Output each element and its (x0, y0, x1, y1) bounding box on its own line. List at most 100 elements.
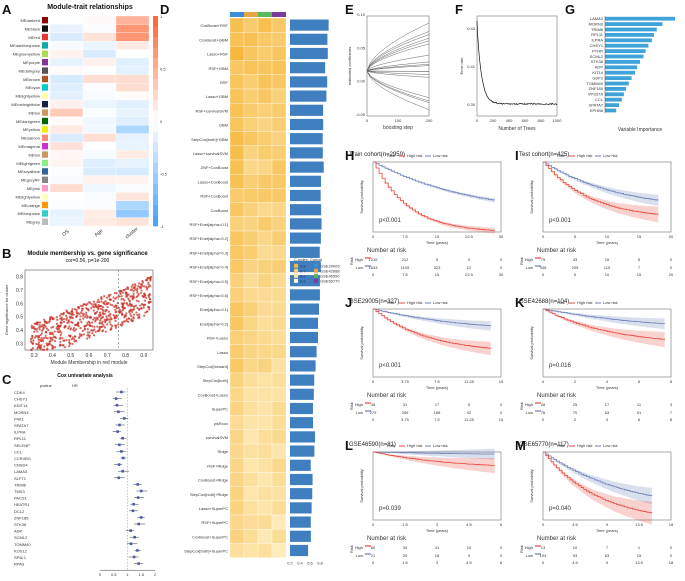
scatter-point (68, 342, 71, 345)
module-label: MEyellow (23, 127, 40, 132)
scatter-point (119, 292, 122, 296)
y-tick-label: 0.00 (357, 79, 366, 84)
module-color-swatch (42, 33, 48, 41)
scatter-point (86, 323, 89, 326)
risk-count-high: 41 (435, 545, 440, 550)
cindex-cell (271, 103, 287, 118)
scatter-point (59, 343, 62, 347)
x-tick-label: 5 (574, 234, 577, 239)
scale-step (153, 184, 158, 195)
survival-curve (373, 308, 492, 349)
coefficient-path (366, 34, 430, 72)
gene-label: CDK4 (14, 390, 25, 395)
p-value: p<0.001 (379, 218, 402, 224)
scatter-point (109, 323, 112, 326)
y-tick-label: 0.41 (467, 64, 476, 69)
x-tick-label: 200 (490, 118, 497, 123)
mean-cindex-bar (290, 459, 311, 471)
scatter-point (147, 306, 151, 309)
mean-cindex-bar (290, 388, 314, 400)
x-tick-label: 0 (542, 379, 545, 384)
scatter-point (97, 308, 100, 311)
scatter-point (39, 338, 42, 342)
heatmap-cell (82, 217, 117, 227)
scale-step (153, 37, 158, 48)
scatter-point (31, 347, 34, 350)
scatter-point (40, 336, 43, 340)
scatter-point (130, 285, 133, 288)
scatter-point (50, 326, 53, 329)
legend-low-label: Low risk (603, 153, 618, 158)
risk-count-high: 16 (605, 257, 610, 262)
scatter-point (102, 313, 105, 316)
x-tick-label: 3.75 (401, 379, 410, 384)
scatter-point (71, 342, 74, 345)
scale-step (153, 163, 158, 174)
hr-marker (121, 456, 125, 460)
module-label: MEorange (22, 203, 41, 208)
gene-label: PACS1 (14, 496, 28, 501)
scatter-point (67, 327, 70, 330)
scatter-point (96, 329, 99, 333)
cindex-heatmap: CoxBoost+RSF CoxBoost+GBM Lasso+RSF RSF+GBM… (184, 12, 340, 566)
heatmap-cell (82, 66, 117, 75)
cindex-cell (229, 500, 245, 516)
x-tick-label: 30 (499, 234, 504, 239)
survival-curve (543, 161, 659, 215)
scatter-point (114, 308, 117, 311)
cindex-cell (271, 372, 287, 388)
cindex-cell (271, 316, 287, 331)
scatter-point (44, 334, 47, 337)
cindex-cell (271, 387, 287, 402)
model-label: SuperPC (212, 407, 228, 412)
scatter-point (88, 336, 91, 339)
scatter-point (132, 294, 135, 297)
scatter-point (35, 342, 38, 346)
importance-bar (605, 60, 640, 64)
cindex-cell (243, 273, 259, 288)
coefficient-path (366, 70, 430, 98)
mean-cindex-bar (290, 331, 318, 344)
scatter-point (111, 324, 114, 328)
scatter-point (79, 327, 82, 330)
scatter-point (122, 298, 125, 301)
trait-label: Age (94, 228, 105, 238)
cindex-cell (271, 514, 287, 530)
survival-curve (543, 308, 665, 340)
y-axis-label: Survival probability (529, 469, 534, 503)
risk-row-low-label: Low (356, 410, 363, 415)
risk-count-low: 70 (573, 410, 578, 415)
scatter-point (85, 311, 88, 314)
scatter-point (115, 296, 118, 299)
gene-label: CNSD4 (14, 463, 28, 468)
bar-axis-tick: 0.4 (297, 561, 303, 566)
cindex-cell (271, 159, 287, 175)
x-tick-label: 0 (542, 234, 545, 239)
mean-cindex-bar (290, 104, 324, 116)
cindex-cell (257, 429, 273, 445)
scatter-point (101, 323, 104, 326)
legend-cohort-swatch (314, 278, 318, 283)
module-label: MEmidnightblue (11, 102, 40, 107)
gene-label: LAMA3 (14, 469, 28, 474)
risk-x-tick: 4 (606, 417, 609, 422)
legend-cohort-label: GSE42688 (320, 268, 340, 273)
cindex-cell (257, 17, 273, 33)
heatmap-cell (82, 175, 117, 185)
risk-count-low: 93 (573, 553, 578, 558)
legend-cohort-swatch (314, 273, 318, 278)
risk-x-tick: 6 (500, 560, 503, 565)
risk-axis-label: Risk (519, 402, 524, 410)
model-label: Lasso (217, 350, 228, 355)
mean-cindex-bar (290, 161, 324, 173)
coefficient-path (366, 43, 430, 72)
hr-marker (122, 417, 126, 420)
risk-count-high: 43 (573, 257, 578, 262)
risk-x-tick: 4.5 (466, 560, 472, 565)
scatter-point (80, 309, 84, 312)
legend-high-label: High risk (577, 300, 593, 305)
scatter-point (138, 313, 141, 316)
gene-label: EPHB6 (590, 108, 604, 113)
ci-band (543, 309, 665, 348)
legend-cohort-swatch (314, 263, 318, 268)
